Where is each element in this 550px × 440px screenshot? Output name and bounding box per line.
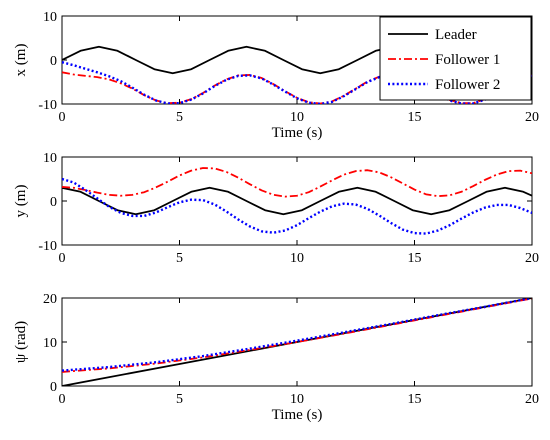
legend-label-follower-1: Follower 1 — [435, 52, 500, 68]
y-axis-label: x (m) — [13, 44, 29, 77]
x-tick-label: 10 — [290, 392, 304, 407]
x-tick-label: 20 — [525, 110, 539, 125]
series-line-follower-2 — [62, 298, 532, 372]
series-line-follower-2 — [62, 177, 532, 235]
x-tick-label: 15 — [408, 110, 422, 125]
series-line-follower-1 — [62, 167, 532, 198]
x-axis-label: Time (s) — [272, 125, 323, 141]
y-tick-label: 0 — [50, 54, 57, 69]
y-axis-label: y (m) — [13, 185, 29, 218]
y-tick-label: 20 — [43, 292, 57, 307]
y-tick-label: 10 — [43, 151, 57, 166]
y-tick-label: 0 — [50, 195, 57, 210]
x-tick-label: 10 — [290, 251, 304, 266]
y-tick-label: -10 — [38, 239, 57, 254]
y-axis-label: ψ (rad) — [13, 321, 29, 363]
x-tick-label: 0 — [59, 251, 66, 266]
x-tick-label: 0 — [59, 110, 66, 125]
x-tick-label: 15 — [408, 251, 422, 266]
x-tick-label: 5 — [176, 251, 183, 266]
legend: Leader Follower 1 Follower 2 — [379, 16, 532, 101]
legend-label-follower-2: Follower 2 — [435, 77, 500, 93]
x-tick-label: 20 — [525, 392, 539, 407]
x-axis-label: Time (s) — [272, 407, 323, 423]
x-tick-label: 5 — [176, 110, 183, 125]
x-tick-label: 15 — [408, 392, 422, 407]
x-tick-label: 20 — [525, 251, 539, 266]
x-tick-label: 5 — [176, 392, 183, 407]
y-tick-label: -10 — [38, 98, 57, 113]
legend-label-leader: Leader — [435, 27, 477, 43]
y-tick-label: 10 — [43, 336, 57, 351]
axes-box — [61, 156, 533, 246]
series-line-leader — [62, 186, 532, 216]
y-tick-label: 0 — [50, 380, 57, 395]
x-tick-label: 10 — [290, 110, 304, 125]
x-tick-label: 0 — [59, 392, 66, 407]
subplot-3: 0 5 10 15 20 0 10 20 Time (s) ψ (rad) — [13, 292, 539, 423]
series-line-follower-2 — [62, 61, 532, 104]
y-tick-label: 10 — [43, 10, 57, 25]
